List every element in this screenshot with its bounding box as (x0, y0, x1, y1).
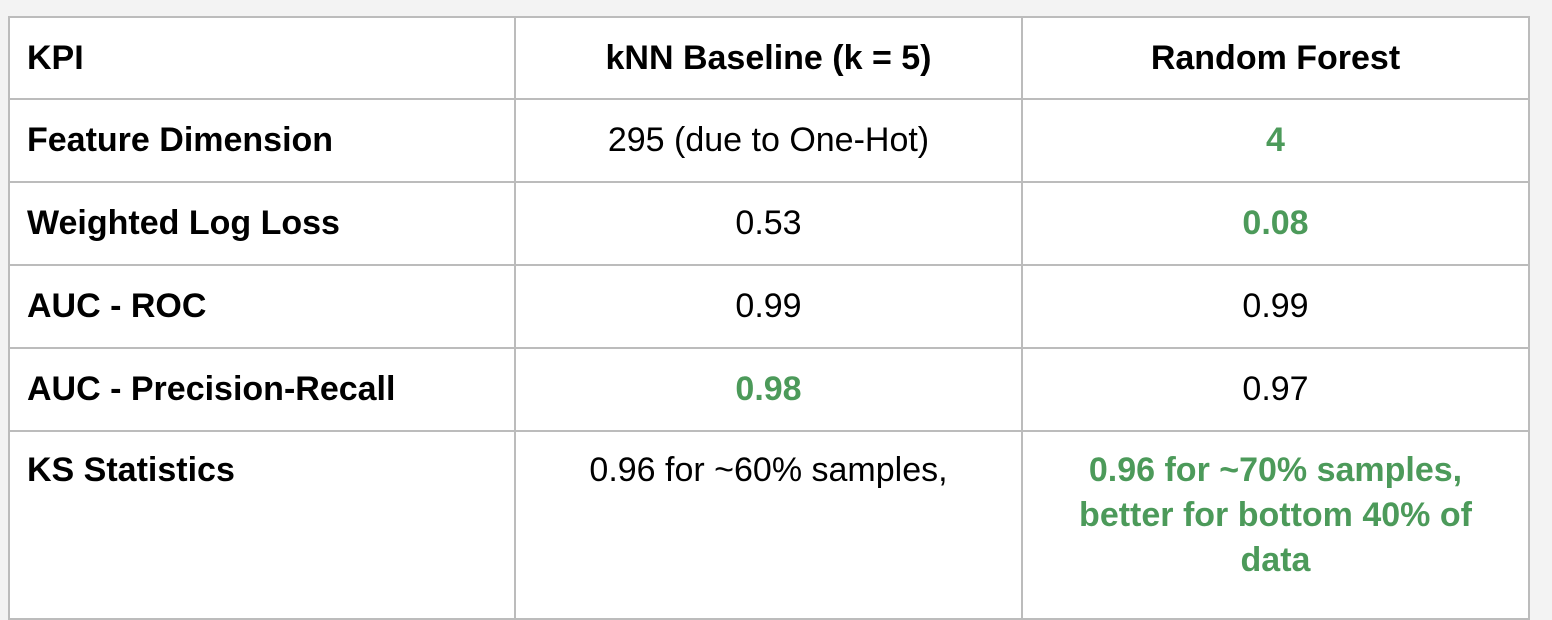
rf-value: 0.99 (1021, 264, 1530, 349)
header-kpi: KPI (8, 16, 516, 100)
knn-value: 0.96 for ~60% samples, (514, 430, 1023, 620)
table-header-row: KPI kNN Baseline (k = 5) Random Forest (8, 16, 1530, 100)
rf-value: 4 (1021, 98, 1530, 183)
kpi-label: Feature Dimension (8, 98, 516, 183)
table-row-auc-roc: AUC - ROC 0.99 0.99 (8, 264, 1530, 349)
rf-value: 0.97 (1021, 347, 1530, 432)
table-row-auc-precision-recall: AUC - Precision-Recall 0.98 0.97 (8, 347, 1530, 432)
knn-value: 0.98 (514, 347, 1023, 432)
kpi-label: KS Statistics (8, 430, 516, 620)
knn-value: 295 (due to One-Hot) (514, 98, 1023, 183)
kpi-label: AUC - ROC (8, 264, 516, 349)
rf-value: 0.96 for ~70% samples, better for bottom… (1021, 430, 1530, 620)
table-row-feature-dimension: Feature Dimension 295 (due to One-Hot) 4 (8, 98, 1530, 183)
kpi-label: Weighted Log Loss (8, 181, 516, 266)
knn-value: 0.53 (514, 181, 1023, 266)
table-row-ks-statistics: KS Statistics 0.96 for ~60% samples, 0.9… (8, 430, 1530, 620)
kpi-comparison-table: KPI kNN Baseline (k = 5) Random Forest F… (8, 16, 1530, 620)
table-row-weighted-log-loss: Weighted Log Loss 0.53 0.08 (8, 181, 1530, 266)
header-random-forest: Random Forest (1021, 16, 1530, 100)
knn-value: 0.99 (514, 264, 1023, 349)
header-knn-baseline: kNN Baseline (k = 5) (514, 16, 1023, 100)
rf-value: 0.08 (1021, 181, 1530, 266)
kpi-comparison-table-container: KPI kNN Baseline (k = 5) Random Forest F… (8, 16, 1530, 620)
kpi-label: AUC - Precision-Recall (8, 347, 516, 432)
